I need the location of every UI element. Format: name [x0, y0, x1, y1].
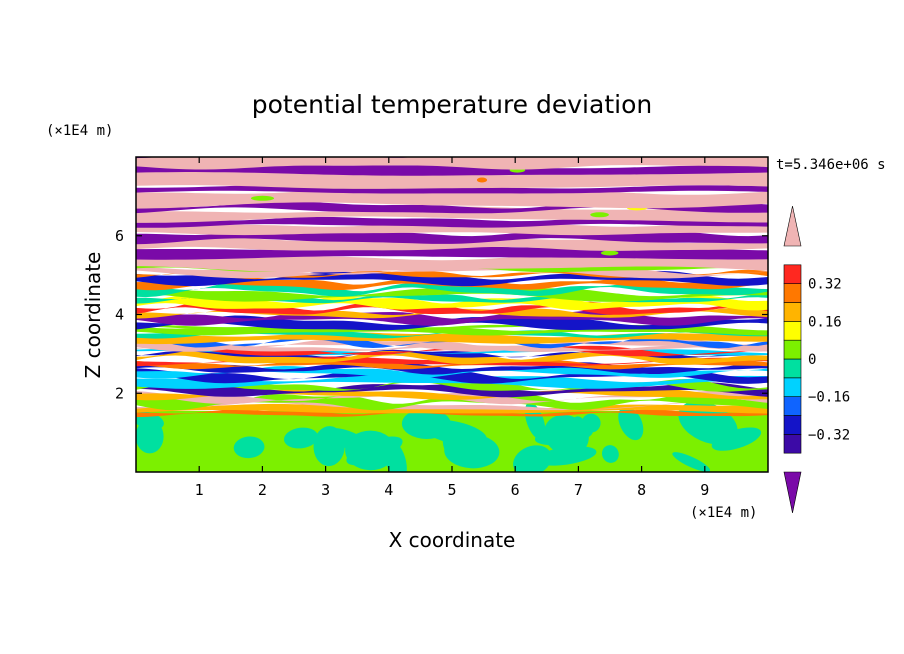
streak-patch — [476, 177, 488, 183]
y-unit-label: (×1E4 m) — [46, 123, 113, 139]
y-tick-label: 6 — [115, 227, 124, 245]
colorbar-segment — [783, 377, 802, 397]
x-tick-label: 3 — [321, 481, 330, 499]
eddy-patch — [328, 428, 373, 454]
colorbar-segment — [783, 264, 802, 284]
x-axis-label: X coordinate — [389, 528, 516, 552]
contour-band — [136, 392, 768, 411]
chart-title: potential temperature deviation — [252, 90, 652, 119]
x-tick-label: 1 — [195, 481, 204, 499]
contour-band — [136, 382, 768, 398]
eddy-patch — [513, 445, 552, 472]
eddy-patch — [384, 440, 407, 472]
contour-band — [136, 280, 768, 298]
contour-band — [136, 286, 768, 302]
colorbar-segment — [783, 358, 802, 379]
y-axis: 2 4 6 — [115, 227, 768, 402]
colorbar-max-arrow — [783, 205, 802, 247]
contour-band — [136, 170, 768, 189]
contour-band — [136, 378, 768, 392]
colorbar-min-arrow — [783, 471, 802, 514]
colorbar-segment — [783, 339, 802, 360]
contour-band — [136, 206, 768, 223]
colorbar-tick-label: 0 — [808, 352, 816, 368]
plot-area — [136, 157, 768, 472]
contour-band — [136, 373, 768, 389]
y-tick-label: 2 — [115, 384, 124, 402]
eddy-patch — [672, 452, 711, 472]
eddy-patch — [535, 446, 597, 466]
x-tick-label: 7 — [574, 481, 583, 499]
colorbar-tick-label: −0.32 — [808, 427, 850, 443]
x-tick-label: 2 — [258, 481, 267, 499]
eddy-patch — [136, 419, 164, 454]
contour-band — [136, 307, 768, 319]
colorbar-segment — [783, 283, 802, 303]
y-axis-label: Z coordinate — [81, 252, 105, 379]
x-tick-label: 6 — [511, 481, 520, 499]
contour-band — [136, 157, 768, 170]
contour-band — [136, 344, 768, 357]
contour-band — [136, 238, 768, 251]
contour-band — [136, 157, 672, 159]
eddy-patch — [711, 427, 762, 451]
contour-band — [136, 388, 768, 401]
colorbar-tick-label: 0.32 — [808, 277, 842, 293]
x-tick-label: 4 — [384, 481, 393, 499]
eddy-patch — [543, 414, 589, 456]
contour-band — [136, 343, 768, 352]
streak-patch — [250, 195, 275, 201]
contour-band — [136, 362, 768, 374]
eddy-patch — [618, 406, 644, 441]
x-unit-label: (×1E4 m) — [690, 505, 757, 521]
eddy-patch — [601, 445, 619, 463]
contour-band — [136, 332, 768, 345]
eddy-patch — [233, 436, 265, 459]
y-tick-label: 4 — [115, 306, 124, 324]
colorbar-segment — [783, 396, 802, 416]
colorbar: 0.32 0.16 0 −0.16 −0.32 — [783, 205, 850, 514]
x-axis: 1 2 3 4 5 6 7 8 9 — [195, 157, 709, 499]
colorbar-segment — [783, 321, 802, 341]
eddy-patch — [283, 427, 319, 449]
contour-band — [136, 223, 768, 236]
colorbar-segment — [783, 302, 802, 322]
colorbar-tick-label: 0.16 — [808, 314, 842, 330]
colorbar-segment — [783, 434, 802, 454]
contour-band — [136, 295, 768, 311]
streak-patch — [590, 212, 609, 218]
eddy-patch — [581, 413, 601, 433]
colorbar-segment — [783, 415, 802, 435]
x-tick-label: 9 — [700, 481, 709, 499]
x-tick-label: 8 — [637, 481, 646, 499]
x-tick-label: 5 — [447, 481, 456, 499]
streak-patch — [601, 250, 619, 256]
colorbar-tick-label: −0.16 — [808, 390, 850, 406]
contour-band — [136, 187, 768, 209]
contour-band — [136, 164, 768, 176]
contour-band — [136, 368, 768, 384]
time-label: t=5.346e+06 s — [776, 157, 886, 173]
eddy-patch — [423, 419, 487, 446]
